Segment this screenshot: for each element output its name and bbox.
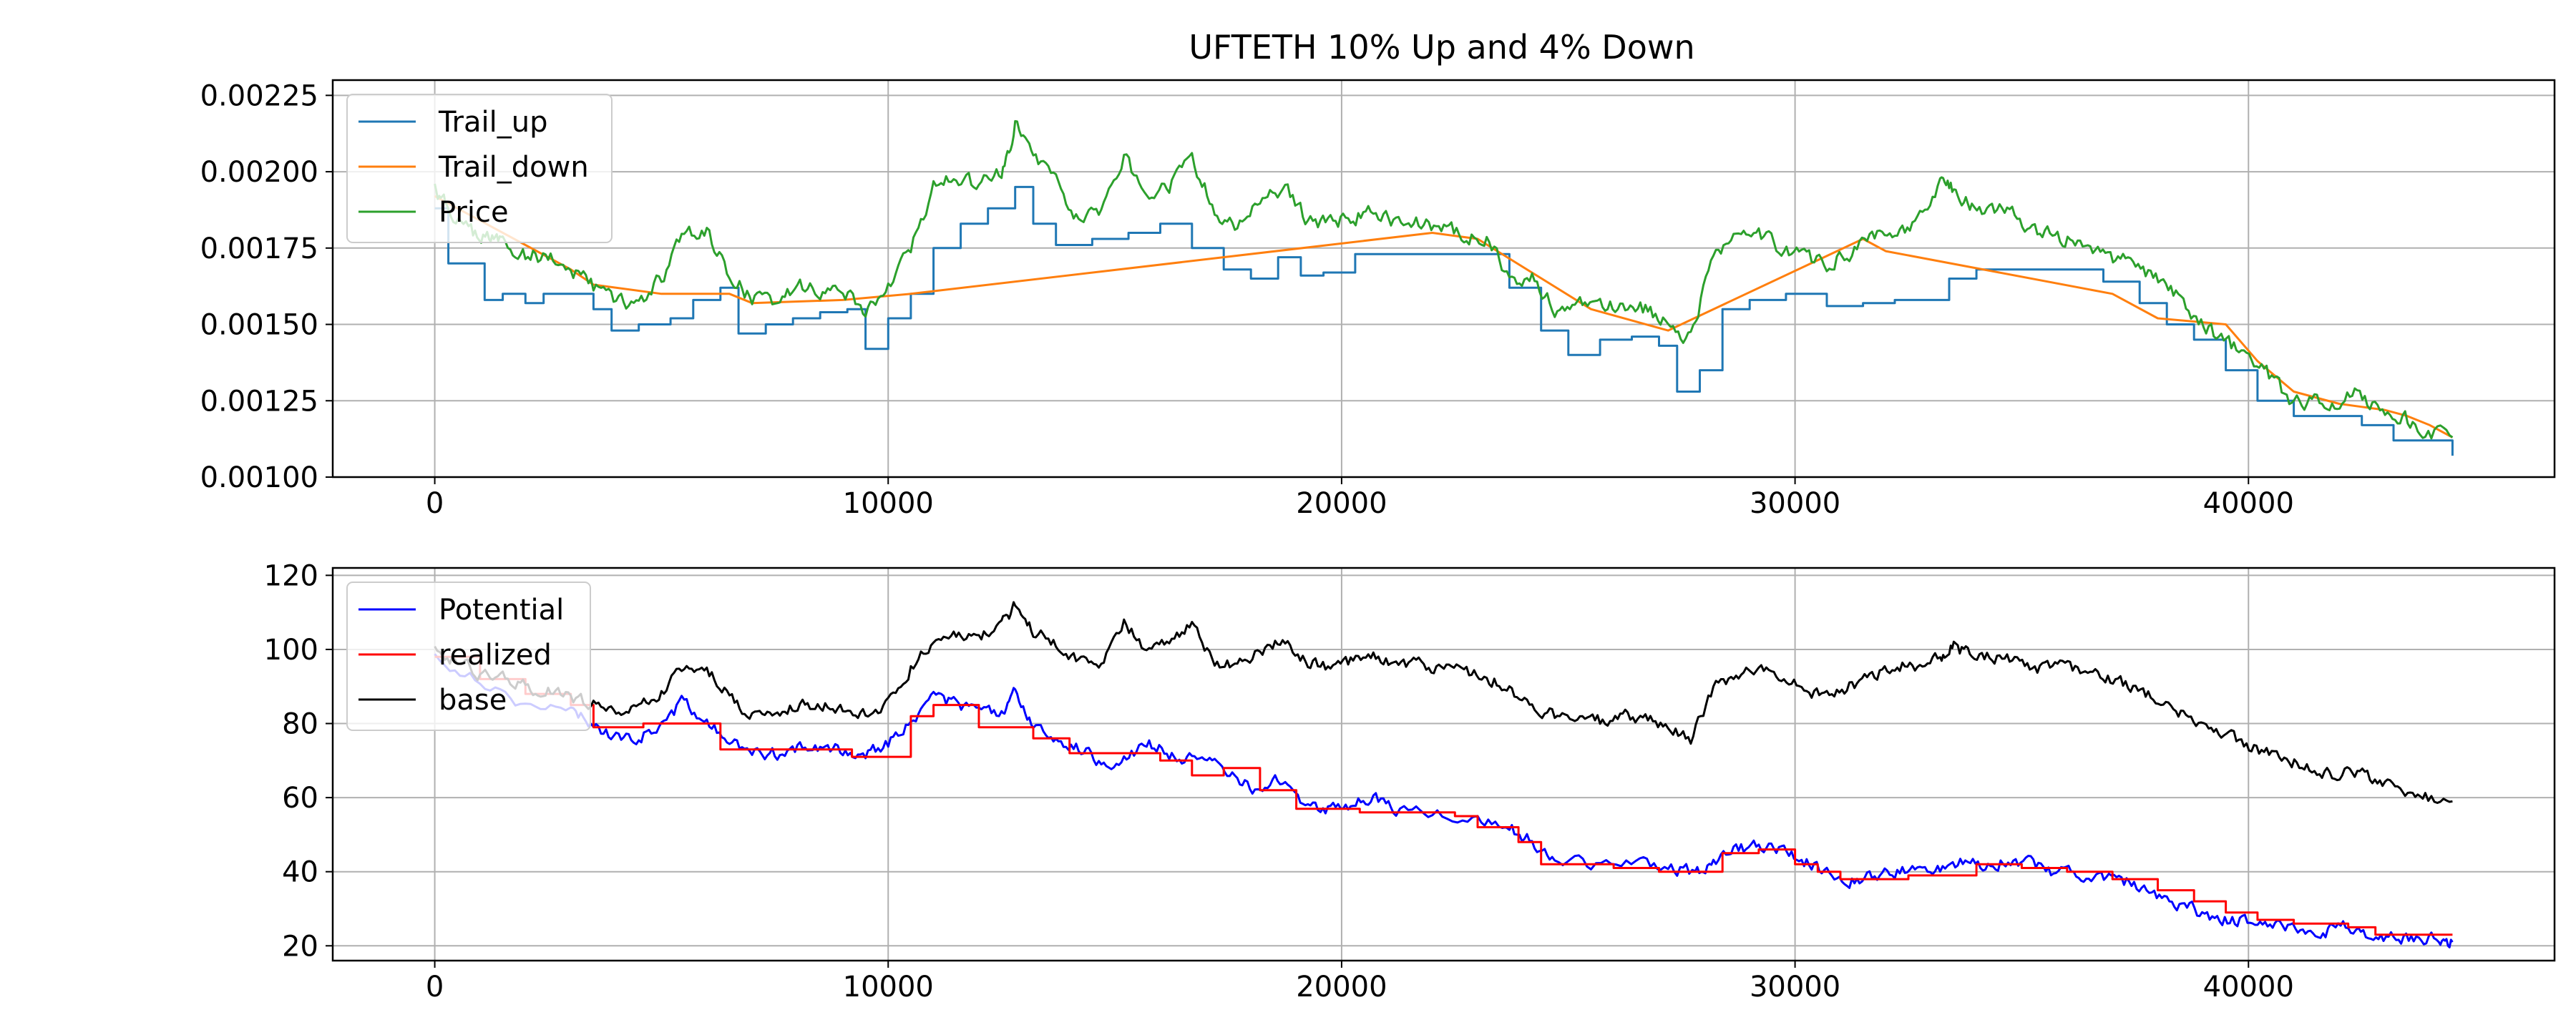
- x-tick-label: 20000: [1296, 487, 1387, 520]
- legend-label: base: [439, 684, 507, 717]
- legend: Potential realized base: [346, 582, 591, 731]
- legend-box: [346, 582, 591, 731]
- x-tick-label: 10000: [843, 487, 934, 520]
- x-tick-label: 10000: [843, 971, 934, 1004]
- axes-frame: [331, 79, 2556, 479]
- series-line-price: [434, 119, 2454, 440]
- y-tick-label: 0.00175: [200, 232, 318, 265]
- legend-label: Trail_down: [438, 151, 589, 184]
- legend-label: Trail_up: [438, 106, 547, 139]
- y-tick-label: 100: [264, 634, 318, 667]
- y-tick-label: 0.00200: [200, 156, 318, 189]
- y-tick-label: 80: [282, 708, 318, 741]
- plot-area: [434, 119, 2454, 456]
- y-tick-label: 20: [282, 930, 318, 963]
- series-line-potential: [434, 653, 2454, 948]
- legend-box: [346, 94, 613, 243]
- axes-frame: [331, 566, 2556, 962]
- legend-label: Potential: [439, 594, 564, 627]
- y-tick-label: 120: [264, 559, 318, 592]
- legend-label: realized: [439, 639, 552, 672]
- x-tick-label: 0: [426, 971, 444, 1004]
- legend: Trail_up Trail_down Price: [346, 94, 613, 243]
- x-tick-label: 0: [426, 487, 444, 520]
- x-tick-label: 40000: [2203, 487, 2294, 520]
- y-tick-label: 0.00150: [200, 309, 318, 342]
- y-tick-label: 0.00225: [200, 79, 318, 112]
- plot-area: [434, 601, 2454, 948]
- y-tick-label: 0.00100: [200, 461, 318, 494]
- chart-title: UFTETH 10% Up and 4% Down: [1189, 28, 1694, 67]
- x-tick-label: 20000: [1296, 971, 1387, 1004]
- x-tick-label: 30000: [1750, 487, 1840, 520]
- series-line-realized: [434, 655, 2453, 936]
- series-line-base: [434, 601, 2453, 804]
- x-tick-label: 30000: [1750, 971, 1840, 1004]
- legend-label: Price: [439, 196, 509, 229]
- y-tick-label: 60: [282, 782, 318, 815]
- y-tick-label: 40: [282, 856, 318, 889]
- y-tick-label: 0.00125: [200, 385, 318, 418]
- bottom-axes-equity: 0 10000 20000 30000 40000 20 40 60 80 100 120 Poten…: [264, 559, 2556, 1004]
- top-axes-price: 0 10000 20000 30000 40000 0.00100 0.00125 0.001…: [200, 79, 2556, 520]
- series-line-trail-up: [434, 185, 2454, 456]
- x-tick-label: 40000: [2203, 971, 2294, 1004]
